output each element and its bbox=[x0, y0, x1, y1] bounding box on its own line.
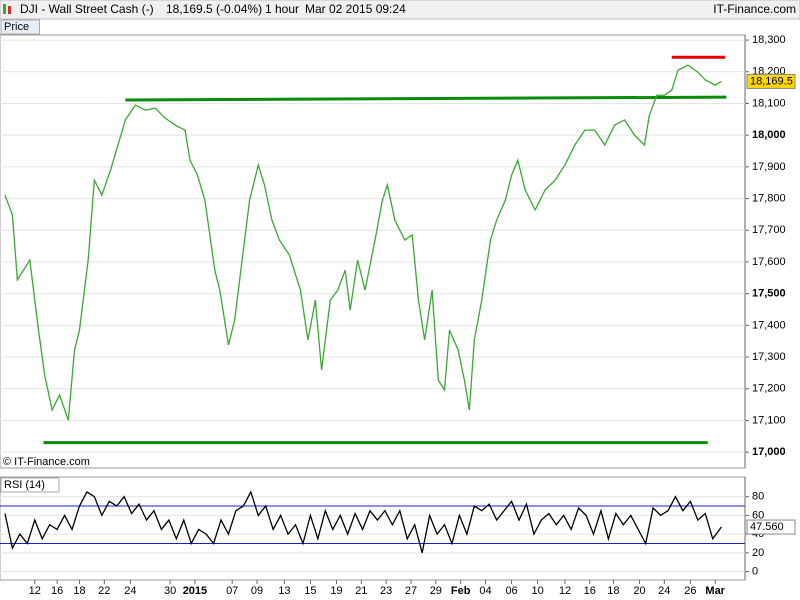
x-tick-label: Feb bbox=[451, 585, 471, 597]
pane-title-box bbox=[0, 477, 60, 493]
symbol: DJI - Wall Street Cash (-) bbox=[20, 2, 154, 16]
x-tick-label: 12 bbox=[29, 585, 41, 597]
last-value-label: 47.560 bbox=[750, 521, 784, 533]
icon bbox=[8, 6, 11, 14]
y-tick-label: 18,100 bbox=[752, 97, 786, 109]
x-tick-label: 22 bbox=[98, 585, 110, 597]
watermark: © IT-Finance.com bbox=[3, 456, 90, 468]
series-line bbox=[4, 64, 722, 421]
x-tick-label: 07 bbox=[226, 585, 238, 597]
x-tick-label: 27 bbox=[405, 585, 417, 597]
y-tick-label: 17,000 bbox=[752, 446, 786, 458]
y-tick-label: 17,600 bbox=[752, 256, 786, 268]
y-tick-label: 60 bbox=[752, 509, 764, 521]
y-tick-label: 80 bbox=[752, 491, 764, 503]
x-tick-label: 09 bbox=[251, 585, 263, 597]
x-tick-label: 21 bbox=[355, 585, 367, 597]
x-tick-label: 18 bbox=[73, 585, 85, 597]
icon bbox=[3, 4, 6, 14]
x-tick-label: 24 bbox=[124, 585, 136, 597]
interval: 1 hour bbox=[265, 2, 299, 16]
x-tick-label: 24 bbox=[658, 585, 670, 597]
x-tick-label: 19 bbox=[330, 585, 342, 597]
brand: IT-Finance.com bbox=[713, 2, 796, 16]
y-tick-label: 17,400 bbox=[752, 319, 786, 331]
y-tick-label: 17,900 bbox=[752, 161, 786, 173]
y-tick-label: 17,200 bbox=[752, 383, 786, 395]
y-tick-label: 18,000 bbox=[752, 129, 786, 141]
quote: 18,169.5 (-0.04%) bbox=[166, 2, 262, 16]
trend-line bbox=[125, 95, 727, 102]
y-tick-label: 17,700 bbox=[752, 224, 786, 236]
last-value-tag bbox=[746, 73, 796, 89]
x-tick-label: 29 bbox=[430, 585, 442, 597]
y-tick-label: 0 bbox=[752, 565, 758, 577]
series-line bbox=[4, 490, 722, 554]
y-tick-label: 17,300 bbox=[752, 351, 786, 363]
y-tick-label: 18,300 bbox=[752, 34, 786, 46]
y-tick-label: 17,800 bbox=[752, 192, 786, 204]
pane-title: Price bbox=[4, 21, 29, 33]
x-tick-label: 26 bbox=[684, 585, 696, 597]
x-tick-label: 12 bbox=[559, 585, 571, 597]
x-tick-label: 16 bbox=[51, 585, 63, 597]
x-tick-label: 16 bbox=[584, 585, 596, 597]
y-tick-label: 20 bbox=[752, 547, 764, 559]
last-value-tag bbox=[746, 519, 796, 535]
x-tick-label: 15 bbox=[304, 585, 316, 597]
x-tick-label: 30 bbox=[164, 585, 176, 597]
pane-title: RSI (14) bbox=[4, 479, 45, 491]
x-tick-label: 2015 bbox=[183, 585, 207, 597]
y-tick-label: 17,500 bbox=[752, 288, 786, 300]
pane-title-box bbox=[0, 19, 40, 35]
y-tick-label: 17,100 bbox=[752, 414, 786, 426]
x-tick-label: Mar bbox=[705, 585, 725, 597]
x-tick-label: 13 bbox=[278, 585, 290, 597]
x-tick-label: 18 bbox=[607, 585, 619, 597]
x-tick-label: 06 bbox=[505, 585, 517, 597]
datetime: Mar 02 2015 09:24 bbox=[305, 2, 406, 16]
x-tick-label: 20 bbox=[633, 585, 645, 597]
header-bar bbox=[0, 0, 800, 20]
x-tick-label: 23 bbox=[380, 585, 392, 597]
x-tick-label: 10 bbox=[532, 585, 544, 597]
pane bbox=[0, 476, 746, 581]
last-value-label: 18,169.5 bbox=[750, 75, 793, 87]
x-tick-label: 04 bbox=[479, 585, 491, 597]
